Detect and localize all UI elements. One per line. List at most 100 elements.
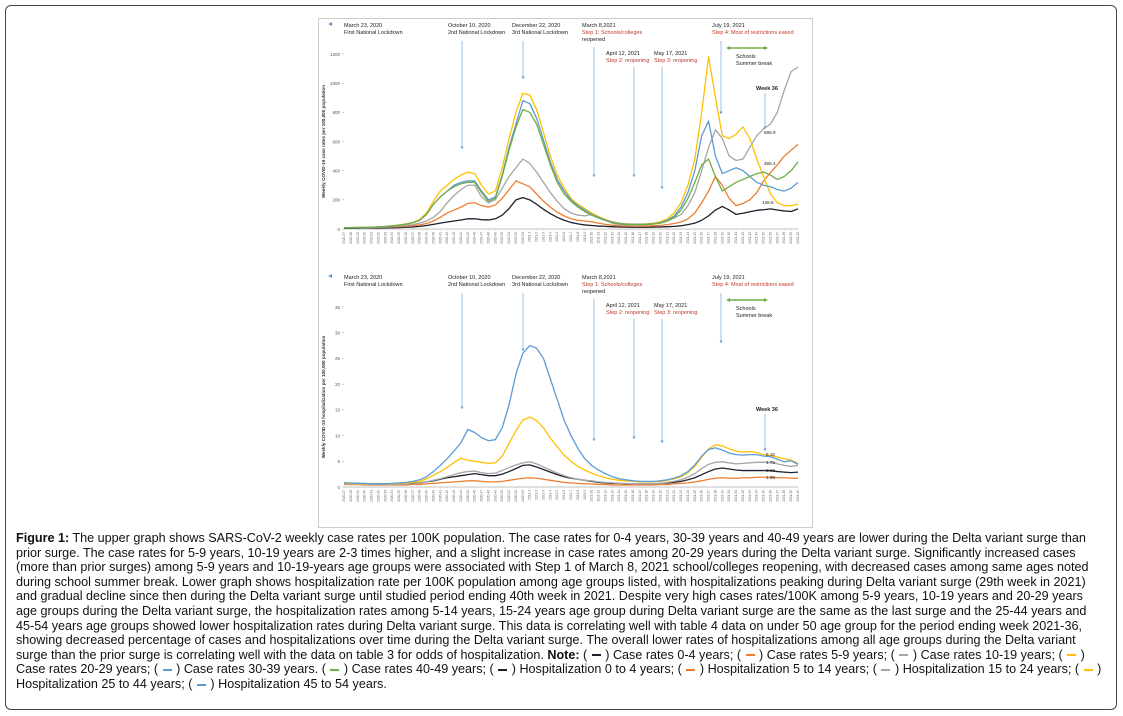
x-tick-label: 2020-37	[411, 490, 415, 502]
x-tick-label: 2021-24	[686, 490, 690, 502]
value-label: 6.15	[766, 452, 775, 457]
july19-step: Step 4: Most of restrictions eased	[712, 30, 794, 36]
x-tick-label: 2021-7	[569, 232, 573, 242]
x-tick-label: 2020-35	[397, 232, 401, 244]
legend-entry: ( ) Case rates 0-4 years;	[583, 647, 734, 662]
x-tick-label: 2021-9	[583, 490, 587, 500]
july19-date: July 19, 2021	[712, 23, 745, 29]
x-tick-label: 2021-16	[631, 490, 635, 502]
x-tick-label: 2020-27	[342, 232, 346, 244]
march23-arrow-icon	[328, 22, 332, 26]
legend-entry: ( ) Hospitalization 0 to 4 years;	[486, 662, 675, 677]
x-tick-label: 2020-33	[383, 490, 387, 502]
arrow-head	[460, 146, 464, 149]
arrow-head	[763, 448, 767, 451]
x-tick-label: 2021-18	[645, 232, 649, 244]
y-tick-label: 200	[332, 198, 340, 203]
x-tick-label: 2021-31	[734, 490, 738, 502]
x-tick-label: 2020-51	[507, 232, 511, 244]
value-label: 3.18	[766, 468, 775, 473]
x-tick-label: 2021-13	[610, 232, 614, 244]
legend-label: Case rates 5-9 years;	[766, 647, 888, 662]
y-tick-label: 25	[335, 356, 341, 361]
legend-label: Hospitalization 15 to 24 years;	[902, 662, 1072, 677]
summer-arrow-left	[726, 46, 730, 50]
week36-label: Week 36	[756, 86, 778, 92]
x-tick-label: 2021-4	[548, 490, 552, 500]
lower-chart-panel: 0 5 10 15 20 25 30 35 Weekly COVID-19 hospitaliz…	[318, 271, 813, 526]
y-tick-label: 20	[335, 382, 341, 387]
x-tick-label: 2021-26	[700, 490, 704, 502]
arrow-head	[719, 340, 723, 343]
caption-legend: ( ) Case rates 0-4 years; ( ) Case rates…	[16, 648, 1101, 691]
x-tick-label: 2020-48	[486, 490, 490, 502]
x-tick-label: 2021-21	[665, 490, 669, 502]
series-line	[344, 344, 799, 485]
summer-arrow-right	[764, 46, 768, 50]
value-label: 138.8	[762, 200, 774, 205]
legend-entry: ( ) Hospitalization 25 to 44 years;	[16, 662, 1102, 691]
legend-entry: ( ) Hospitalization 15 to 24 years;	[869, 662, 1072, 677]
x-tick-label: 2020-48	[486, 232, 490, 244]
x-tick-label: 2020-46	[473, 490, 477, 502]
x-tick-label: 2020-33	[383, 232, 387, 244]
x-tick-label: 2021-14	[617, 490, 621, 502]
arrow-head	[632, 174, 636, 177]
july19-date: July 19, 2021	[712, 275, 745, 281]
x-tick-label: 2021-6	[562, 232, 566, 242]
x-tick-label: 2020-40	[431, 232, 435, 244]
x-tick-label: 2020-40	[431, 490, 435, 502]
dec22-label: 3rd National Lockdown	[512, 282, 568, 288]
x-tick-label: 2021-11	[597, 490, 601, 502]
x-tick-label: 2021-27	[707, 490, 711, 502]
x-tick-label: 2020-52	[514, 232, 518, 244]
arrow-head	[719, 111, 723, 114]
march8-step: Step 1: Schools/colleges	[582, 30, 642, 36]
arrow-head	[460, 406, 464, 409]
x-tick-label: 2021-24	[686, 232, 690, 244]
x-tick-label: 2021-4	[548, 232, 552, 242]
oct10-label: 2nd National Lockdown	[448, 30, 505, 36]
series-line	[344, 476, 798, 486]
x-tick-label: 2020-32	[376, 490, 380, 502]
x-tick-label: 2021-23	[679, 232, 683, 244]
x-tick-label: 2020-30	[363, 490, 367, 502]
x-tick-label: 2021-15	[624, 232, 628, 244]
x-tick-label: 2021-22	[672, 232, 676, 244]
y-tick-label: 400	[332, 168, 340, 173]
march23-label: First National Lockdown	[344, 30, 403, 36]
x-tick-label: 2020-46	[473, 232, 477, 244]
legend-swatch	[1067, 654, 1077, 657]
oct10-date: October 10, 2020	[448, 275, 491, 281]
x-tick-label: 2020-41	[438, 232, 442, 244]
value-label: 4.79	[766, 460, 775, 465]
upper-case-rates-chart: 0 200 400 600 800 1000 1200 Weekly COVID-19 cas…	[321, 22, 800, 244]
x-tick-label: 2021-34	[755, 490, 759, 502]
x-tick-label: 2020-35	[397, 490, 401, 502]
lower-hospitalization-chart: 0 5 10 15 20 25 30 35 Weekly COVID-19 hospitaliz…	[321, 274, 800, 502]
y-tick-label: 0	[337, 227, 340, 232]
x-tick-label: 2021-26	[700, 232, 704, 244]
x-tick-label: 2021-35	[762, 490, 766, 502]
summer-label-2: Summer break	[736, 61, 772, 67]
x-tick-label: 2021-12	[603, 490, 607, 502]
legend-swatch	[899, 654, 909, 657]
summer-label-1: Schools	[736, 54, 756, 60]
x-tick-label: 2021-15	[624, 490, 628, 502]
x-tick-label: 2021-8	[576, 232, 580, 242]
x-tick-label: 2020-51	[507, 490, 511, 502]
summer-label-2: Summer break	[736, 313, 772, 319]
summer-label-1: Schools	[736, 306, 756, 312]
legend-swatch	[745, 654, 755, 657]
x-tick-label: 2020-50	[500, 490, 504, 502]
july19-step: Step 4: Most of restrictions eased	[712, 282, 794, 288]
x-tick-label: 2021-37	[775, 490, 779, 502]
x-tick-label: 2021-40	[796, 232, 800, 244]
legend-swatch	[498, 669, 508, 672]
series-line	[344, 416, 799, 485]
x-tick-label: 2020-29	[356, 490, 360, 502]
x-tick-label: 2020-38	[418, 232, 422, 244]
x-tick-label: 2020-36	[404, 490, 408, 502]
series-line	[344, 108, 799, 229]
legend-label: Case rates 30-39 years.	[183, 662, 319, 677]
